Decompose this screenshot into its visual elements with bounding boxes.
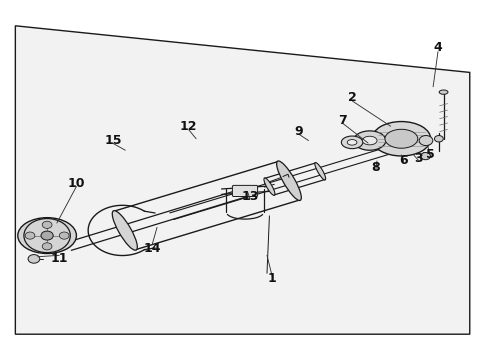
Circle shape [421,153,431,160]
Circle shape [42,221,52,228]
Ellipse shape [347,140,357,145]
Text: 10: 10 [68,177,85,190]
Text: 6: 6 [399,154,408,167]
Ellipse shape [385,129,418,148]
Ellipse shape [354,131,386,150]
Polygon shape [15,26,470,334]
Circle shape [41,231,53,240]
Text: 2: 2 [348,91,357,104]
Ellipse shape [372,122,431,156]
Text: 3: 3 [414,152,423,165]
Circle shape [42,243,52,250]
Circle shape [419,135,433,145]
Circle shape [25,232,35,239]
Circle shape [59,232,69,239]
Ellipse shape [342,136,363,149]
Text: 15: 15 [104,134,122,147]
Text: 9: 9 [294,125,303,138]
Text: 14: 14 [144,242,161,255]
Circle shape [435,135,443,142]
Ellipse shape [439,90,448,94]
Text: 12: 12 [180,120,197,133]
Text: 11: 11 [50,252,68,265]
Ellipse shape [264,178,275,195]
Text: 7: 7 [339,114,347,127]
Ellipse shape [18,218,76,253]
Ellipse shape [112,211,137,250]
Text: 1: 1 [268,272,276,285]
Ellipse shape [363,136,377,145]
FancyBboxPatch shape [232,185,258,197]
Text: 13: 13 [241,190,259,203]
Ellipse shape [315,162,326,180]
Ellipse shape [277,161,301,201]
Text: 5: 5 [426,148,435,161]
Text: 8: 8 [371,161,380,174]
Text: 4: 4 [434,41,442,54]
Circle shape [28,255,40,263]
